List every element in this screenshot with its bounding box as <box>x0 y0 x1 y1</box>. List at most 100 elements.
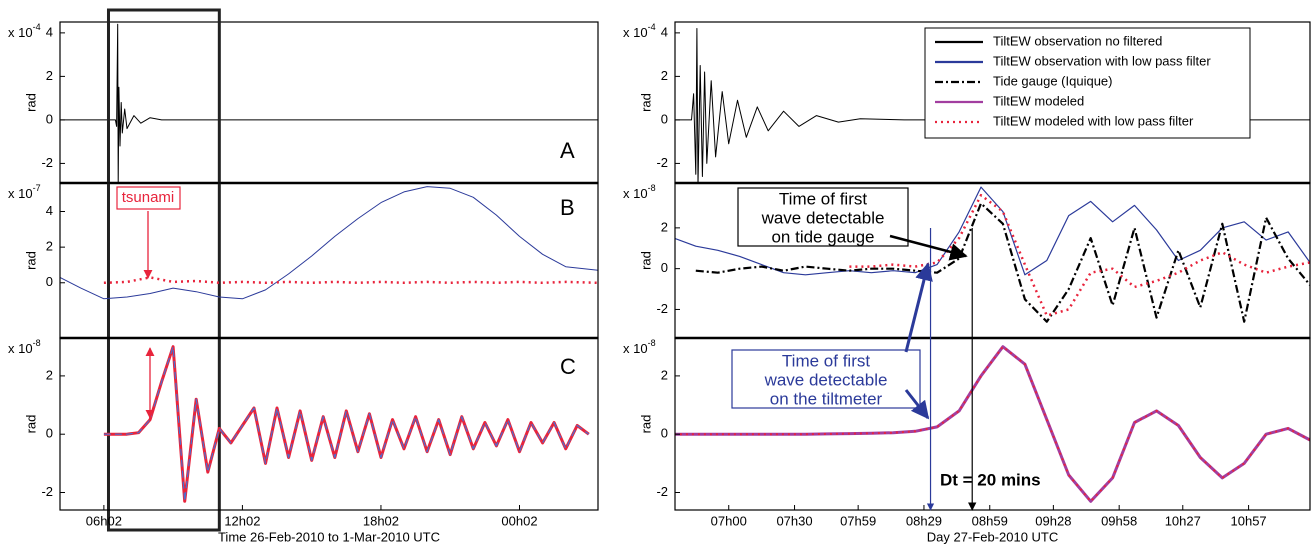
y-tick-label: -2 <box>656 301 668 316</box>
scale-exponent: -8 <box>648 183 656 193</box>
scale-base: x 10 <box>8 186 33 201</box>
scale-exponent: -8 <box>648 338 656 348</box>
data-line <box>695 202 1310 323</box>
y-tick-label: 0 <box>661 260 668 275</box>
y-tick-label: 0 <box>661 426 668 441</box>
legend-label: TiltEW observation with low pass filter <box>993 53 1211 68</box>
tsunami-box <box>116 186 181 210</box>
scale-exponent: -7 <box>33 183 41 193</box>
y-tick-label: -2 <box>41 155 53 170</box>
panel-label: A <box>560 138 575 163</box>
x-tick-label: 06h02 <box>86 513 122 528</box>
tsunami-label: tsunami <box>122 189 175 206</box>
scale-base: x 10 <box>8 341 33 356</box>
x-tick-label: 07h59 <box>840 513 876 528</box>
y-axis-label: rad <box>23 251 38 270</box>
scale-base: x 10 <box>623 25 648 40</box>
panel-frame <box>59 337 599 511</box>
y-tick-label: -2 <box>41 484 53 499</box>
scale-exponent: -4 <box>648 22 656 32</box>
x-tick-label: 09h28 <box>1035 513 1071 528</box>
y-tick-label: 2 <box>46 367 53 382</box>
tide-arrow <box>889 234 968 261</box>
axis-scale: x 10-8 <box>623 183 656 201</box>
y-axis-label: rad <box>638 415 653 434</box>
y-tick-label: 0 <box>661 111 668 126</box>
data-line <box>675 186 1310 276</box>
y-tick-label: 2 <box>661 219 668 234</box>
x-axis-label: Time 26-Feb-2010 to 1-Mar-2010 UTC <box>218 529 440 544</box>
panel-frame <box>59 21 599 184</box>
callout-line: Time of first <box>779 189 867 208</box>
y-tick-label: 4 <box>661 24 668 39</box>
axis-scale: x 10-8 <box>8 338 41 356</box>
callout-line: on the tiltmeter <box>770 389 883 408</box>
panel-label: B <box>560 195 575 220</box>
y-tick-label: 4 <box>46 24 53 39</box>
data-line <box>103 346 590 502</box>
y-axis-label: rad <box>638 251 653 270</box>
x-tick-label: 12h02 <box>224 513 260 528</box>
callout-line: Time of first <box>782 351 870 370</box>
tide-callout-box <box>737 187 909 247</box>
x-tick-label: 08h29 <box>906 513 942 528</box>
callout-line: on tide gauge <box>771 227 874 246</box>
y-tick-label: 2 <box>661 68 668 83</box>
axis-scale: x 10-8 <box>623 338 656 356</box>
scale-base: x 10 <box>8 25 33 40</box>
tilt-arrow <box>904 389 930 420</box>
tilt-callout-box <box>731 349 921 409</box>
panel-plot <box>103 345 590 503</box>
data-line <box>675 345 1310 503</box>
scale-exponent: -8 <box>33 338 41 348</box>
x-tick-label: 08h59 <box>972 513 1008 528</box>
scale-base: x 10 <box>623 341 648 356</box>
dt-label: Dt = 20 mins <box>940 470 1041 489</box>
y-tick-label: 0 <box>46 111 53 126</box>
callout-line: wave detectable <box>761 208 885 227</box>
legend-label: Tide gauge (Iquique) <box>993 73 1113 88</box>
y-tick-label: 2 <box>46 68 53 83</box>
x-tick-label: 00h02 <box>501 513 537 528</box>
y-axis-label: rad <box>638 93 653 112</box>
data-line <box>103 276 598 285</box>
data-line <box>675 28 1310 183</box>
axis-scale: x 10-7 <box>8 183 41 201</box>
data-line <box>103 345 590 503</box>
y-tick-label: 4 <box>46 203 53 218</box>
panel-frame <box>674 337 1311 511</box>
x-tick-label: 07h00 <box>711 513 747 528</box>
y-tick-label: 2 <box>661 367 668 382</box>
scale-base: x 10 <box>623 186 648 201</box>
y-axis-label: rad <box>23 93 38 112</box>
x-tick-label: 18h02 <box>363 513 399 528</box>
y-tick-label: 0 <box>46 426 53 441</box>
legend-label: TiltEW modeled <box>993 93 1084 108</box>
scale-exponent: -4 <box>33 22 41 32</box>
y-tick-label: 0 <box>46 274 53 289</box>
x-tick-label: 07h30 <box>776 513 812 528</box>
highlight-box <box>106 8 221 532</box>
panel-plot <box>675 345 1310 503</box>
y-tick-label: -2 <box>656 484 668 499</box>
panel-plot <box>675 186 1310 323</box>
annotations: tsunami Time of first wave detectable on… <box>116 186 1041 489</box>
tilt-arrow <box>904 262 933 353</box>
data-line <box>60 186 598 300</box>
x-tick-label: 10h27 <box>1165 513 1201 528</box>
panel-plot <box>675 28 1310 183</box>
x-tick-label: 10h57 <box>1231 513 1267 528</box>
y-tick-label: 2 <box>46 239 53 254</box>
panel-label: C <box>560 354 576 379</box>
panel-plot <box>60 23 598 183</box>
legend-label: TiltEW observation no filtered <box>993 33 1162 48</box>
legend-label: TiltEW modeled with low pass filter <box>993 113 1194 128</box>
y-axis-label: rad <box>23 415 38 434</box>
axis-scale: x 10-4 <box>623 22 656 40</box>
panel-plot <box>60 186 598 300</box>
y-tick-label: -2 <box>656 155 668 170</box>
x-axis-label: Day 27-Feb-2010 UTC <box>927 529 1059 544</box>
